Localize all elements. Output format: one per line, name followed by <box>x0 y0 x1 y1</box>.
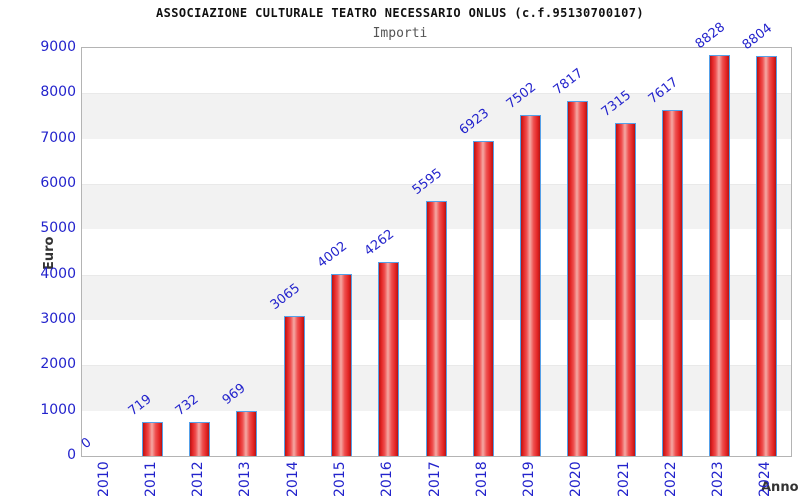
x-tick-label: 2024 <box>757 461 774 497</box>
x-tick-label: 2019 <box>521 461 538 497</box>
x-tick-label: 2012 <box>190 461 207 497</box>
y-tick-label: 0 <box>67 447 76 463</box>
y-tick-label: 3000 <box>40 311 76 327</box>
bar-2023 <box>709 54 731 456</box>
bar-2021 <box>614 123 636 456</box>
x-tick-label: 2018 <box>473 461 490 497</box>
x-axis-title: Anno <box>761 480 799 495</box>
x-tick-label: 2020 <box>568 461 585 497</box>
chart-title: ASSOCIAZIONE CULTURALE TEATRO NECESSARIO… <box>156 6 644 20</box>
bar-2015 <box>330 273 352 456</box>
x-tick-label: 2022 <box>662 461 679 497</box>
bar-2013 <box>236 411 258 456</box>
bar-2011 <box>141 422 163 456</box>
bar-2014 <box>283 316 305 456</box>
y-tick-label: 9000 <box>40 39 76 55</box>
bar-2017 <box>425 201 447 456</box>
x-tick-label: 2013 <box>237 461 254 497</box>
x-tick-label: 2023 <box>710 461 727 497</box>
y-tick-label: 6000 <box>40 175 76 191</box>
x-tick-label: 2014 <box>284 461 301 497</box>
x-tick-label: 2015 <box>331 461 348 497</box>
chart-subtitle: Importi <box>372 26 428 41</box>
grid-band-white <box>82 48 791 93</box>
x-tick-label: 2021 <box>615 461 632 497</box>
bar-2020 <box>567 100 589 456</box>
bar-2018 <box>472 141 494 456</box>
x-tick-label: 2010 <box>95 461 112 497</box>
y-tick-label: 8000 <box>40 84 76 101</box>
y-tick-label: 1000 <box>40 401 76 418</box>
bar-2019 <box>520 114 542 456</box>
y-tick-label: 7000 <box>40 129 76 146</box>
bar-2022 <box>661 109 683 456</box>
grid-band-gray <box>82 93 791 139</box>
x-tick-label: 2016 <box>379 461 396 497</box>
x-tick-label: 2017 <box>426 461 443 497</box>
bar-2016 <box>378 261 400 456</box>
y-tick-label: 5000 <box>40 220 76 237</box>
y-tick-label: 2000 <box>40 356 76 373</box>
bar-2012 <box>189 421 211 456</box>
plot-area <box>81 47 792 457</box>
y-tick-label: 4000 <box>40 265 76 282</box>
x-tick-label: 2011 <box>142 461 159 497</box>
bar-2024 <box>756 55 778 456</box>
